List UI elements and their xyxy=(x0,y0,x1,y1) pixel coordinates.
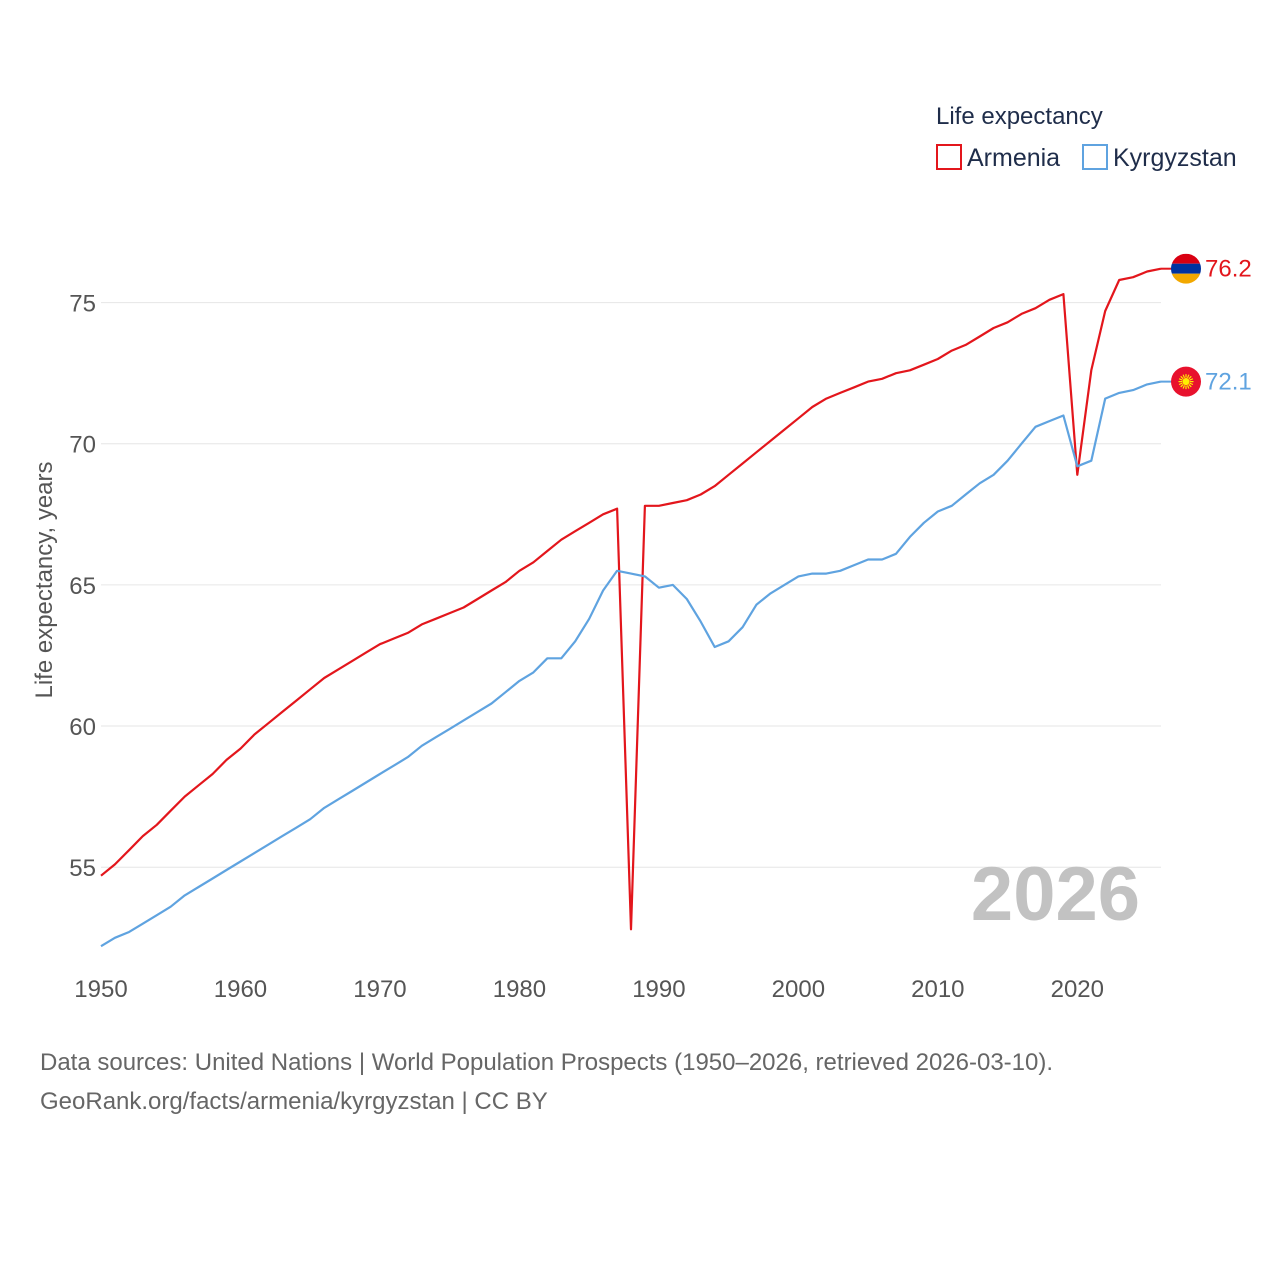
y-axis-title: Life expectancy, years xyxy=(31,461,58,698)
legend-item-kyrgyzstan[interactable]: Kyrgyzstan xyxy=(1083,144,1237,172)
x-tick-label: 1980 xyxy=(493,976,546,1003)
legend-label-kyrgyzstan: Kyrgyzstan xyxy=(1113,144,1237,172)
x-tick-label: 2010 xyxy=(911,976,964,1003)
legend-label-armenia: Armenia xyxy=(967,144,1060,172)
x-tick-label: 1970 xyxy=(353,976,406,1003)
x-axis-ticks: 1950 1960 1970 1980 1990 2000 2010 2020 xyxy=(74,976,1104,1003)
life-expectancy-chart: 55 60 65 70 75 1950 1960 1970 1980 1990 2000 2010 2… xyxy=(0,0,1280,1040)
y-axis-ticks: 55 60 65 70 75 xyxy=(69,291,96,883)
x-tick-label: 1960 xyxy=(214,976,267,1003)
end-labels: 76.2 72.1 xyxy=(1161,254,1252,397)
legend-swatch-kyrgyzstan xyxy=(1083,145,1107,169)
end-value-label-kyrgyzstan: 72.1 xyxy=(1205,369,1252,396)
y-tick-label: 55 xyxy=(69,855,96,882)
legend-title: Life expectancy xyxy=(936,103,1103,130)
x-tick-label: 1990 xyxy=(632,976,685,1003)
y-tick-label: 75 xyxy=(69,291,96,318)
legend: Life expectancy Armenia Kyrgyzstan xyxy=(936,103,1237,172)
credit-link[interactable]: GeoRank.org/facts/armenia/kyrgyzstan | C… xyxy=(40,1082,1053,1121)
y-tick-label: 60 xyxy=(69,714,96,741)
series-line-armenia[interactable] xyxy=(101,269,1161,930)
y-tick-label: 70 xyxy=(69,432,96,459)
x-tick-label: 2020 xyxy=(1051,976,1104,1003)
gridlines xyxy=(101,303,1161,868)
kyrgyzstan-flag-icon xyxy=(1171,367,1201,397)
armenia-flag-icon xyxy=(1171,254,1201,284)
legend-item-armenia[interactable]: Armenia xyxy=(937,144,1060,172)
legend-swatch-armenia xyxy=(937,145,961,169)
current-year-stamp: 2026 xyxy=(971,852,1140,937)
data-sources-note: Data sources: United Nations | World Pop… xyxy=(40,1043,1053,1082)
series-lines xyxy=(101,269,1161,947)
x-tick-label: 1950 xyxy=(74,976,127,1003)
footer: Data sources: United Nations | World Pop… xyxy=(40,1043,1053,1121)
end-value-label-armenia: 76.2 xyxy=(1205,256,1252,283)
y-tick-label: 65 xyxy=(69,573,96,600)
x-tick-label: 2000 xyxy=(772,976,825,1003)
